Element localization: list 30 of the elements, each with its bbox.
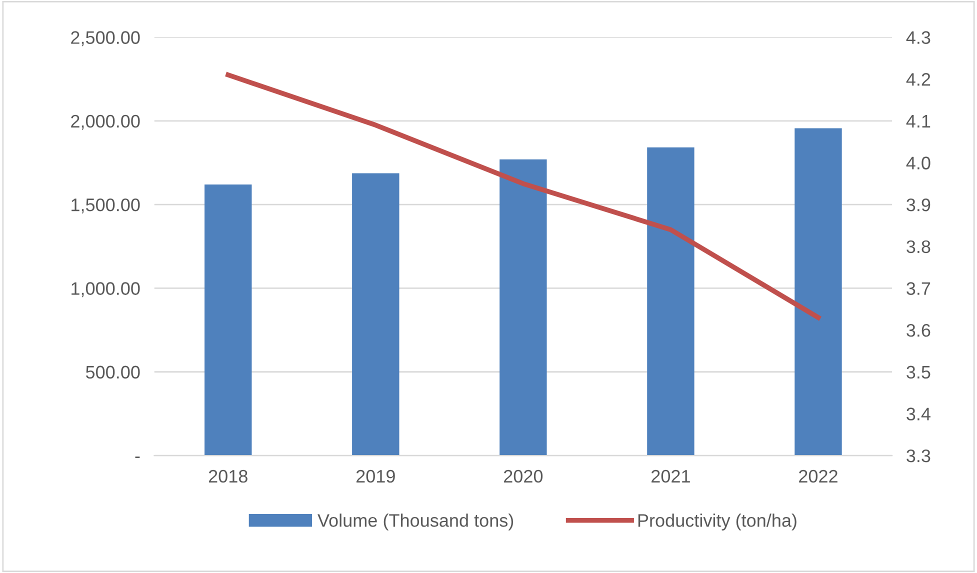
bar xyxy=(204,184,252,456)
y2-tick-label: 4.2 xyxy=(906,73,930,86)
y2-tick-label: 4.1 xyxy=(906,115,930,128)
bar xyxy=(794,128,842,456)
y2-tick-label: 3.5 xyxy=(906,366,930,379)
x-tick-label: 2021 xyxy=(652,470,690,483)
y2-tick-label: 3.6 xyxy=(906,324,930,337)
bar xyxy=(647,147,694,456)
y2-tick-label: 3.7 xyxy=(906,282,930,295)
y2-tick-label: 3.3 xyxy=(906,449,930,462)
y2-tick-label: 3.4 xyxy=(906,408,930,420)
y-tick-label: 1,000.00 xyxy=(72,282,140,298)
y-tick-label: 500.00 xyxy=(86,366,140,379)
x-tick-label: 2019 xyxy=(356,470,395,483)
y2-tick-label: 3.9 xyxy=(906,198,930,212)
legend-label: Volume (Thousand tons) xyxy=(318,514,514,530)
legend-label: Productivity (ton/ha) xyxy=(638,514,796,530)
x-tick-label: 2018 xyxy=(208,470,248,483)
bar xyxy=(352,173,400,456)
y2-tick-label: 4.3 xyxy=(906,31,930,44)
x-tick-label: 2022 xyxy=(799,470,838,483)
y-tick-label: 2,000.00 xyxy=(71,114,140,130)
bar xyxy=(500,159,547,456)
y2-tick-label: 4.0 xyxy=(906,156,930,170)
y-tick-label: 1,500.00 xyxy=(72,198,140,214)
y-tick-label: - xyxy=(135,456,140,458)
y2-tick-label: 3.8 xyxy=(906,240,930,254)
line-series xyxy=(226,72,821,320)
x-tick-label: 2020 xyxy=(504,470,543,483)
y-tick-label: 2,500.00 xyxy=(71,31,140,46)
